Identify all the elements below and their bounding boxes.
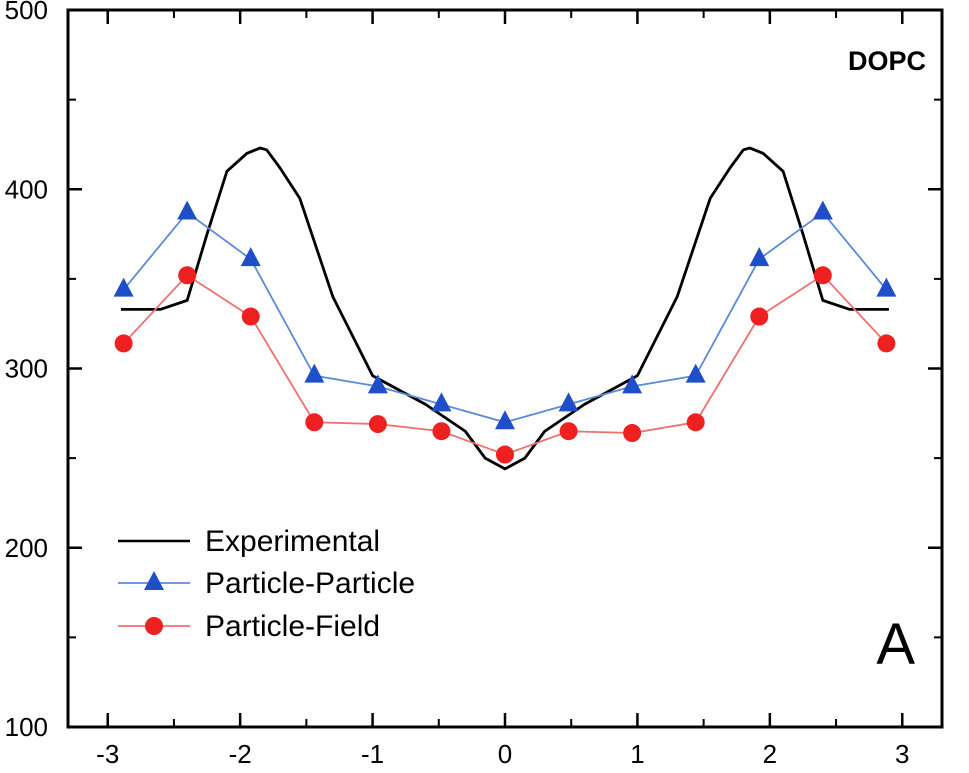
legend-label-particle-field: Particle-Field xyxy=(205,610,380,643)
series-line-particle-particle xyxy=(122,211,888,424)
data-point-particle-particle xyxy=(749,247,770,267)
x-tick-label: 3 xyxy=(895,739,909,769)
data-point-particle-field xyxy=(432,422,451,441)
legend-marker-particle-field xyxy=(145,617,163,635)
x-tick-label: 0 xyxy=(498,739,512,769)
data-point-particle-field xyxy=(114,334,133,353)
legend: Experimental Particle-Particle Particle-… xyxy=(118,525,415,643)
data-point-particle-particle xyxy=(495,410,515,430)
data-point-particle-field xyxy=(368,415,387,434)
legend-label-experimental: Experimental xyxy=(205,525,380,558)
data-point-particle-particle xyxy=(177,200,198,220)
data-point-particle-particle xyxy=(685,363,706,383)
data-point-particle-particle xyxy=(240,247,261,267)
x-tick-label: -2 xyxy=(229,739,252,769)
y-tick-label: 400 xyxy=(5,174,48,204)
data-point-particle-field xyxy=(496,445,514,464)
data-point-particle-particle xyxy=(812,200,833,220)
data-point-particle-field xyxy=(559,422,578,441)
x-tick-label: -1 xyxy=(361,739,384,769)
plot-frame xyxy=(66,8,944,729)
data-point-particle-field xyxy=(877,334,896,353)
y-tick-label: 300 xyxy=(5,354,48,384)
x-tick-label: -3 xyxy=(96,739,119,769)
data-point-particle-field xyxy=(813,266,832,285)
data-point-particle-particle xyxy=(876,277,897,297)
data-point-particle-particle xyxy=(558,392,579,412)
data-point-particle-field xyxy=(241,307,260,326)
axis-ticks xyxy=(68,8,942,729)
y-tick-label: 500 xyxy=(5,0,48,25)
data-point-particle-field xyxy=(178,266,197,285)
annotation-dopc: DOPC xyxy=(848,46,926,76)
data-point-particle-particle xyxy=(622,374,643,394)
data-point-particle-particle xyxy=(367,374,388,394)
data-point-particle-field xyxy=(686,413,705,432)
legend-marker-particle-particle xyxy=(144,571,164,590)
series-line-experimental xyxy=(120,146,890,471)
data-point-particle-particle xyxy=(431,392,452,412)
data-point-particle-field xyxy=(305,413,324,432)
data-point-particle-particle xyxy=(113,277,134,297)
tick-labels: -3 -2 -1 0 1 2 3 100 200 300 400 500 xyxy=(5,0,910,769)
y-tick-label: 100 xyxy=(5,712,48,742)
data-point-particle-field xyxy=(623,424,642,443)
data-point-particle-particle xyxy=(304,363,325,383)
series-layer xyxy=(113,146,897,471)
x-tick-label: 2 xyxy=(763,739,777,769)
data-point-particle-field xyxy=(750,307,769,326)
panel-letter: A xyxy=(876,612,915,677)
legend-label-particle-particle: Particle-Particle xyxy=(205,567,415,600)
x-tick-label: 1 xyxy=(630,739,644,769)
y-tick-label: 200 xyxy=(5,533,48,563)
